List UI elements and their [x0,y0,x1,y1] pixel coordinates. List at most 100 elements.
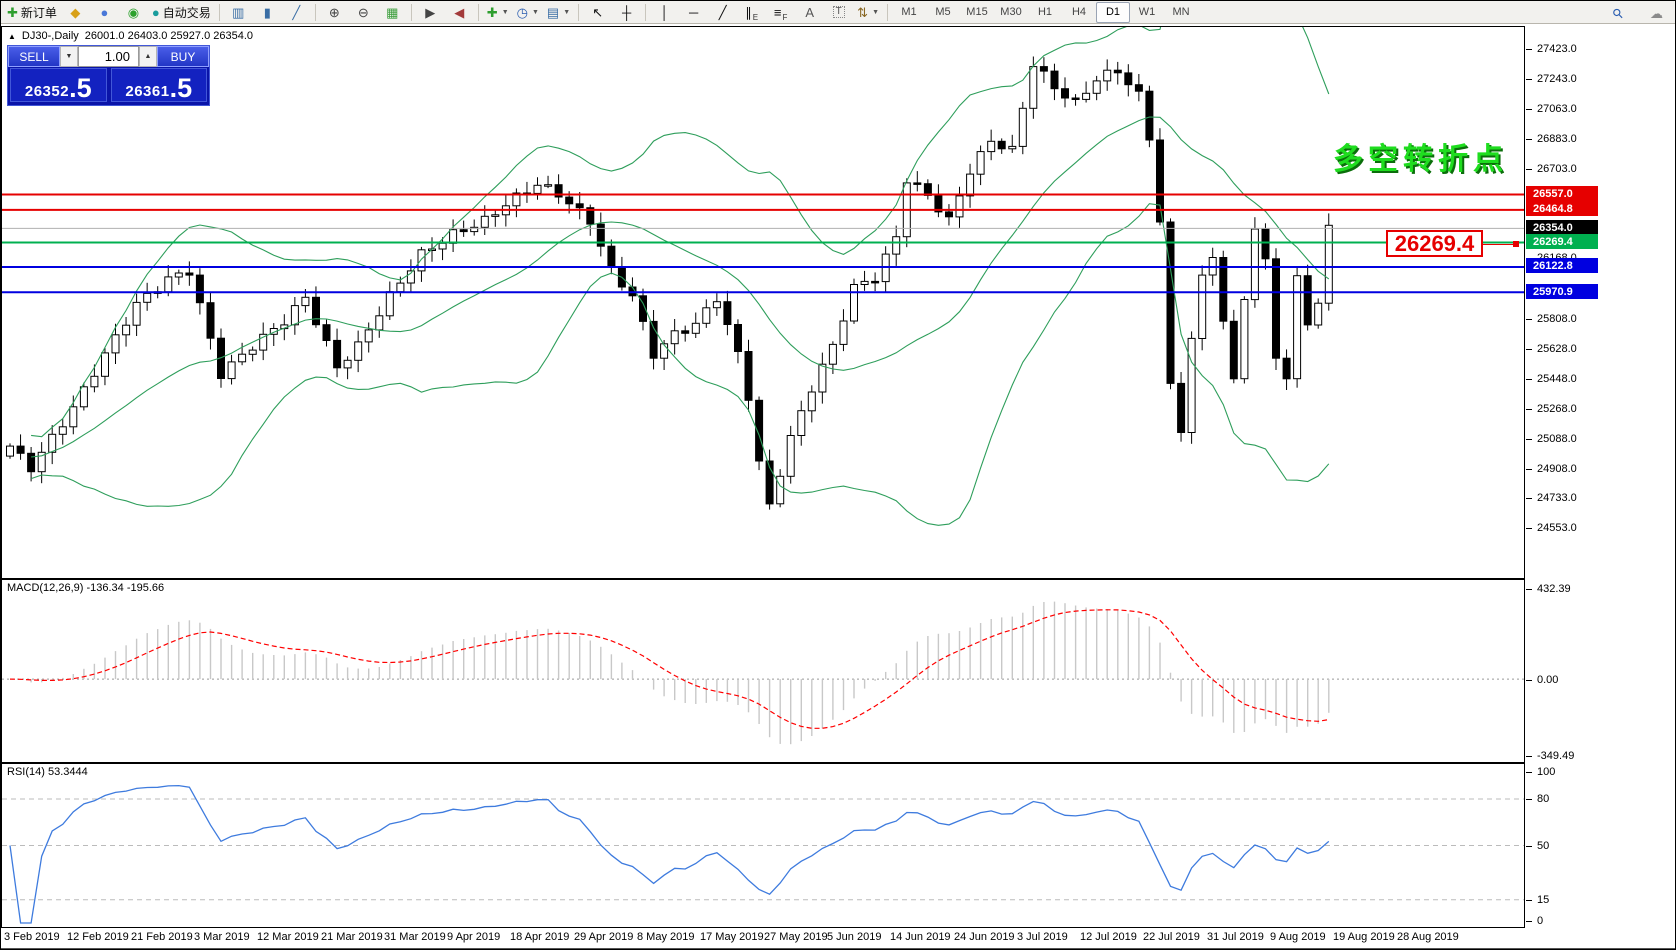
one-click-trading-panel: SELL ▼ ▲ BUY 26352 .5 26361 .5 [7,45,210,106]
search-button[interactable]: ⚲ [1603,3,1632,24]
channel-icon: ∥ [745,4,752,20]
volume-decrease-button[interactable]: ▼ [60,46,78,67]
date-tick-label: 8 May 2019 [637,931,695,943]
toolbar-separator [887,3,888,21]
zoom-in-icon: ⊕ [328,4,340,20]
bar-chart-button[interactable]: ▥ [224,2,253,23]
rsi-scale-label: 0 [1525,915,1544,927]
toolbar-separator [314,3,316,21]
price-line-badge: 26269.4 [1526,234,1598,249]
timeframe-m5-button[interactable]: M5 [935,6,951,18]
timeframe-mn-button[interactable]: MN [1172,6,1190,18]
horizontal-line-button[interactable]: ─ [679,2,708,23]
signal-icon: ◉ [127,4,140,20]
new-order-button[interactable]: ✚ 新订单 [3,2,61,23]
line-chart-button[interactable]: ╱ [282,2,311,23]
price-tick-label: 27423.0 [1526,43,1577,55]
date-tick-label: 29 Apr 2019 [574,931,634,943]
price-callout-box[interactable]: 26269.4 [1386,230,1483,257]
fibonacci-button[interactable]: ≡ F [766,2,795,23]
date-tick-label: 19 Aug 2019 [1333,931,1395,943]
zoom-in-button[interactable]: ⊕ [320,2,349,23]
chevron-down-icon: ▼ [501,8,509,16]
price-tick-label: 27243.0 [1526,73,1577,85]
macd-pane[interactable]: MACD(12,26,9) -136.34 -195.66 [1,579,1525,763]
channel-icon-letter: E [752,12,759,22]
toolbar-right-icons: ⚲ ☁ [1603,3,1671,24]
line-chart-icon: ╱ [292,4,301,20]
zoom-out-button[interactable]: ⊖ [349,2,378,23]
crosshair-icon: ┼ [622,4,632,20]
templates-button[interactable]: ▤ ▼ [543,2,574,23]
vertical-line-button[interactable]: │ [650,2,679,23]
buy-price[interactable]: 26361 .5 [110,68,207,102]
zoom-out-icon: ⊖ [357,4,369,20]
tile-windows-button[interactable]: ▦ [378,2,407,23]
community-button[interactable]: ● [90,2,119,23]
sell-price[interactable]: 26352 .5 [10,68,107,102]
fibonacci-icon: ≡ [773,4,782,20]
date-tick-label: 21 Mar 2019 [321,931,383,943]
toolbar-separator [645,3,647,21]
chat-icon: ☁ [1650,6,1663,21]
cursor-button[interactable]: ↖ [583,2,612,23]
price-tick-label: 24553.0 [1526,522,1577,534]
date-tick-label: 3 Jul 2019 [1017,931,1068,943]
date-tick-label: 18 Apr 2019 [510,931,570,943]
collapse-panel-icon[interactable]: ▲ [8,31,16,41]
sell-button[interactable]: SELL [8,46,60,67]
autotrading-button[interactable]: ● 自动交易 [148,2,215,23]
deposit-button[interactable]: ◆ [61,2,90,23]
date-tick-label: 14 Jun 2019 [890,931,951,943]
indicators-icon: ✚ [486,4,498,20]
signals-button[interactable]: ◉ [119,2,148,23]
chart-shift-button[interactable]: ◀ [445,2,474,23]
timeframe-d1-button[interactable]: D1 [1096,1,1130,23]
buy-button[interactable]: BUY [157,46,209,67]
arrows-button[interactable]: ⇅ ▼ [853,2,883,23]
text-icon: A [805,4,814,20]
timeframe-h4-button[interactable]: H4 [1071,6,1087,18]
volume-input[interactable] [78,46,139,67]
crosshair-button[interactable]: ┼ [612,2,641,23]
chat-button[interactable]: ☁ [1642,3,1671,24]
rsi-pane[interactable]: RSI(14) 53.3444 [1,763,1525,928]
price-line-badge: 26557.0 [1526,186,1598,201]
price-line-badge: 26354.0 [1526,220,1598,235]
time-axis[interactable]: 3 Feb 2019 12 Feb 2019 21 Feb 2019 3 Mar 20… [1,928,1525,948]
callout-anchor-square [1513,241,1519,247]
sell-price-pip: .5 [69,73,92,104]
date-tick-label: 31 Mar 2019 [384,931,446,943]
price-line-badge: 26122.8 [1526,258,1598,273]
price-axis[interactable]: 27423.027243.027063.026883.026703.026523… [1525,26,1675,948]
text-label-button[interactable]: T [824,2,853,23]
price-tick-label: 25448.0 [1526,373,1577,385]
timeframe-m1-button[interactable]: M1 [901,6,917,18]
toolbar: ✚ 新订单 ◆ ● ◉ ● 自动交易 ▥ ▮ ╱ ⊕ ⊖ ▦ ▶ ◀ ✚ ▼ ◷ ▼ ▤ ▼ ↖ ┼ │ ─ ╱ ∥ E ≡ F A T ⇅ ▼ M… [1,1,1675,24]
chevron-down-icon: ▼ [872,8,879,16]
candlestick-chart-button[interactable]: ▮ [253,2,282,23]
tile-windows-icon: ▦ [386,4,399,20]
auto-scroll-button[interactable]: ▶ [416,2,445,23]
date-tick-label: 28 Aug 2019 [1397,931,1459,943]
text-button[interactable]: A [795,2,824,23]
trendline-button[interactable]: ╱ [708,2,737,23]
turning-point-annotation[interactable]: 多空转折点 [1333,143,1508,176]
date-tick-label: 9 Apr 2019 [447,931,501,943]
price-tick-label: 26883.0 [1526,133,1577,145]
equidistant-channel-button[interactable]: ∥ E [737,2,766,23]
timeframe-h1-button[interactable]: H1 [1037,6,1053,18]
macd-scale-label: -349.49 [1525,750,1575,762]
periods-button[interactable]: ◷ ▼ [513,2,543,23]
price-tick-label: 25268.0 [1526,403,1577,415]
indicators-button[interactable]: ✚ ▼ [483,2,513,23]
volume-increase-button[interactable]: ▲ [139,46,157,67]
timeframe-m30-button[interactable]: M30 [1000,6,1022,18]
toolbar-separator [410,3,412,21]
price-chart-pane[interactable] [1,26,1525,579]
buy-price-main: 26361 [125,83,170,100]
timeframe-m15-button[interactable]: M15 [966,6,988,18]
timeframe-w1-button[interactable]: W1 [1138,6,1156,18]
date-tick-label: 31 Jul 2019 [1207,931,1264,943]
